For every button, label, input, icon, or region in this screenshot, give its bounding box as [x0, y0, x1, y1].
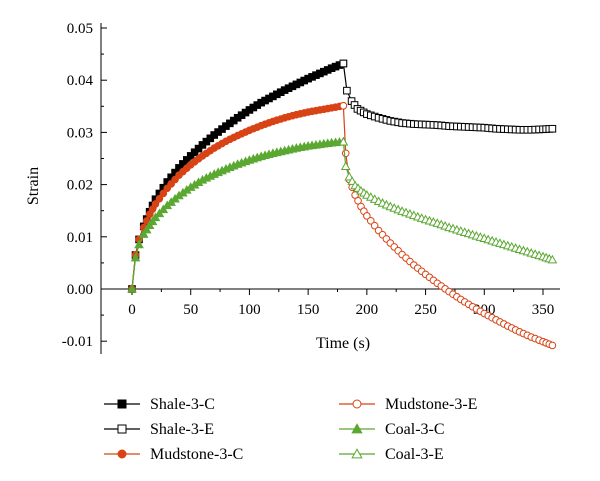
data-point [175, 164, 183, 172]
y-tick-label: 0.04 [67, 73, 94, 89]
data-point [370, 221, 379, 230]
x-axis-label: Time (s) [316, 335, 370, 352]
series-shale-3-c [128, 59, 348, 293]
legend-item: Shale-3-C [104, 396, 215, 413]
y-tick-label: 0.02 [67, 178, 93, 194]
data-point [179, 160, 187, 168]
data-point [548, 124, 557, 133]
data-point [138, 229, 149, 238]
legend: Shale-3-C Shale-3-E Mudstone-3-C Mudstone-3… [104, 396, 477, 463]
legend-marker [351, 423, 363, 434]
series-coal-3-e [338, 136, 558, 264]
legend-label: Coal-3-C [385, 421, 445, 438]
data-point [141, 224, 152, 234]
x-tick-label: 50 [183, 302, 198, 318]
legend-item: Shale-3-E [104, 421, 214, 438]
legend-label: Shale-3-C [150, 396, 215, 413]
data-point [547, 254, 558, 264]
data-point [354, 196, 362, 205]
data-point [338, 136, 349, 146]
data-point [363, 212, 371, 220]
legend-marker [117, 424, 127, 434]
data-point [134, 239, 144, 249]
axes-layer: 0.05 0.04 0.03 0.02 0.01 0.00 -0.01 0 50 100 150 20… [62, 21, 560, 354]
data-point [339, 59, 348, 68]
series-mudstone-3-c [128, 101, 348, 293]
legend-label: Mudstone-3-C [150, 446, 243, 463]
data-point [130, 252, 141, 262]
series-shale-3-e [339, 59, 557, 134]
data-point [151, 200, 160, 208]
legend-item: Mudstone-3-C [104, 446, 243, 463]
y-axis-label: Strain [25, 167, 42, 205]
data-point [127, 284, 137, 293]
data-point [183, 156, 191, 164]
y-tick-label: -0.01 [62, 334, 93, 350]
legend-marker [351, 448, 363, 459]
data-point [548, 341, 557, 350]
x-tick-label: 250 [414, 302, 437, 318]
data-point [339, 101, 348, 110]
series-coal-3-c [127, 136, 349, 293]
y-tick-label: 0.05 [67, 21, 93, 37]
data-point [142, 217, 151, 225]
legend-item: Mudstone-3-E [339, 396, 477, 413]
legend-item: Coal-3-E [339, 446, 444, 463]
x-tick-label: 0 [128, 302, 136, 318]
legend-marker [352, 399, 362, 409]
y-tick-label: 0.03 [67, 125, 93, 141]
legend-item: Coal-3-C [339, 421, 445, 438]
y-tick-label: 0.01 [67, 230, 93, 246]
x-tick-label: 100 [238, 302, 261, 318]
data-point [155, 194, 164, 203]
data-point [340, 161, 351, 170]
data-point [343, 86, 351, 95]
data-point [366, 216, 375, 225]
x-tick-label: 150 [297, 302, 320, 318]
legend-label: Shale-3-E [150, 421, 214, 438]
legend-label: Coal-3-E [385, 446, 444, 463]
x-tick-label: 200 [356, 302, 379, 318]
x-tick-label: 350 [532, 302, 555, 318]
series-mudstone-3-e [339, 101, 557, 350]
y-tick-label: 0.00 [67, 282, 93, 298]
series-line [131, 62, 344, 290]
legend-marker [117, 449, 127, 459]
data-point [341, 149, 350, 158]
data-point [159, 189, 168, 198]
legend-marker [117, 399, 127, 409]
legend-label: Mudstone-3-E [385, 396, 477, 413]
series-layer [127, 59, 558, 350]
